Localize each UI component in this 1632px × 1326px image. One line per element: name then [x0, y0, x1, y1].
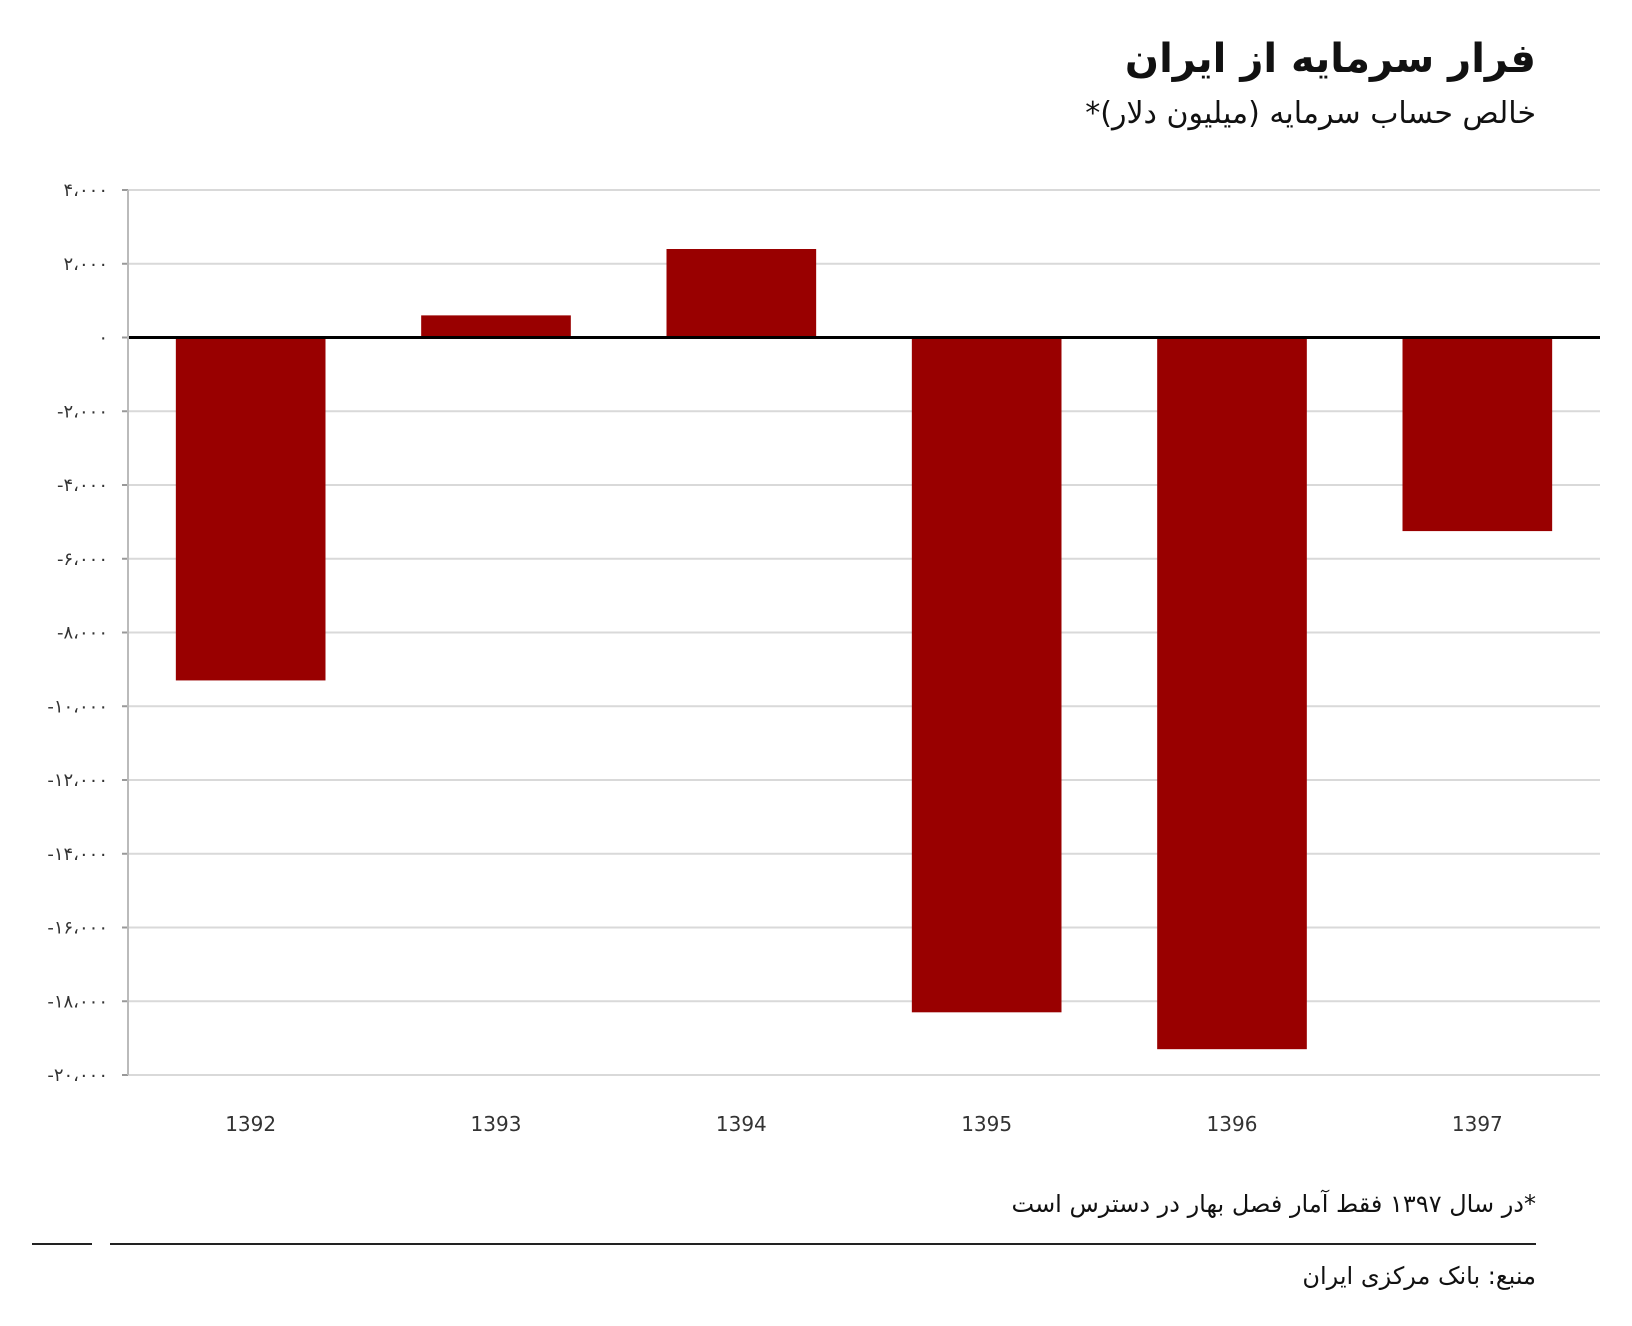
divider-short — [32, 1243, 92, 1245]
footnote: *در سال ۱۳۹۷ فقط آمار فصل بهار در دسترس … — [1011, 1190, 1537, 1218]
x-tick-label: 1394 — [716, 1112, 767, 1136]
bar-1396 — [1157, 337, 1307, 1050]
y-tick-label: -۱۴،۰۰۰ — [47, 844, 108, 865]
y-tick-label: ۰ — [98, 328, 108, 349]
bar-1394 — [666, 249, 817, 338]
source-note: منبع: بانک مرکزی ایران — [1302, 1262, 1536, 1290]
x-tick-label: 1396 — [1207, 1112, 1258, 1136]
chart-subtitle: خالص حساب سرمایه (میلیون دلار)* — [1085, 96, 1536, 131]
bar-chart: ۴،۰۰۰ ۲،۰۰۰ ۰ -۲،۰۰۰ -۴،۰۰۰ -۶،۰۰۰ -۸،۰۰۰ -۱۰،۰… — [47, 180, 1600, 1136]
y-tick-label: -۱۲،۰۰۰ — [47, 770, 108, 791]
bar-1393 — [421, 315, 571, 338]
y-axis-tick-labels: ۴،۰۰۰ ۲،۰۰۰ ۰ -۲،۰۰۰ -۴،۰۰۰ -۶،۰۰۰ -۸،۰۰۰ -۱۰،۰… — [47, 180, 108, 1086]
y-tick-label: -۲۰،۰۰۰ — [47, 1065, 108, 1086]
bar-1397 — [1402, 337, 1553, 532]
x-tick-label: 1395 — [961, 1112, 1012, 1136]
y-tick-label: -۱۶،۰۰۰ — [47, 918, 108, 939]
bar-1392 — [175, 337, 326, 681]
x-tick-label: 1397 — [1452, 1112, 1503, 1136]
chart-title: فرار سرمایه از ایران — [1124, 36, 1536, 82]
y-tick-label: -۱۸،۰۰۰ — [47, 991, 108, 1012]
bar-1395 — [911, 337, 1062, 1013]
y-tick-label: -۲،۰۰۰ — [57, 401, 108, 422]
x-axis-tick-labels: 1392 1393 1394 1395 1396 1397 — [225, 1112, 1503, 1136]
y-tick-label: -۴،۰۰۰ — [57, 475, 108, 496]
zero-line-group — [127, 190, 1600, 1075]
y-tick-label: -۶،۰۰۰ — [57, 549, 108, 570]
y-tick-label: ۴،۰۰۰ — [64, 180, 108, 201]
x-tick-label: 1393 — [471, 1112, 522, 1136]
bars — [175, 249, 1553, 1050]
gridlines — [122, 189, 1600, 1076]
divider-long — [110, 1243, 1536, 1245]
x-tick-label: 1392 — [225, 1112, 276, 1136]
y-tick-label: ۲،۰۰۰ — [64, 254, 108, 275]
y-tick-label: -۱۰،۰۰۰ — [47, 696, 108, 717]
y-tick-label: -۸،۰۰۰ — [57, 623, 108, 644]
